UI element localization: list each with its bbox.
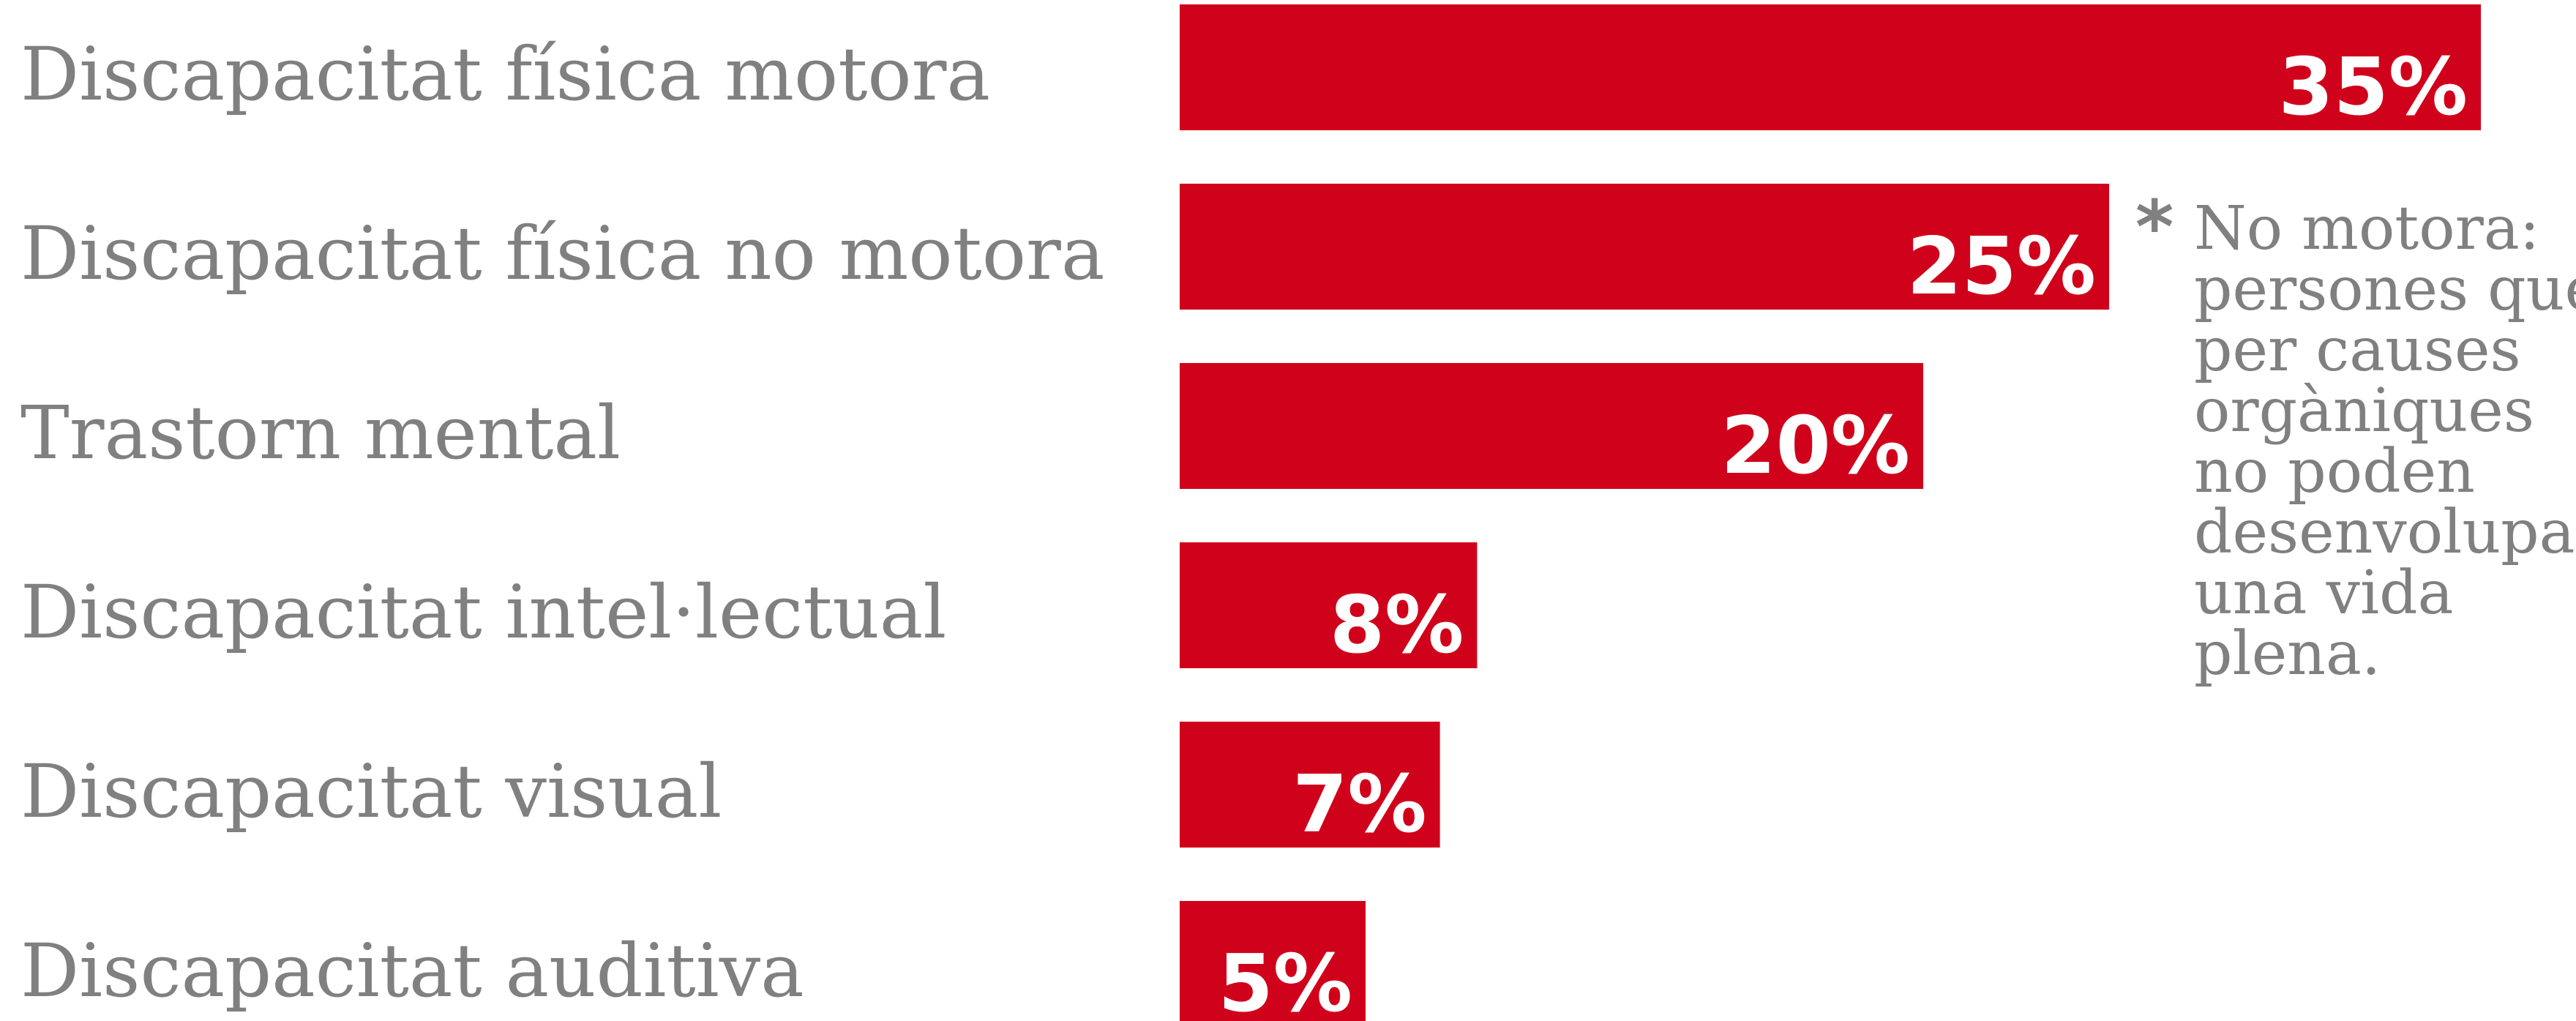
bar [1180,363,1923,489]
bar [1180,901,1366,1021]
category-labels: Discapacitat física motora Discapacitat f… [20,31,1104,1014]
category-label: Discapacitat física motora [20,31,990,117]
category-label: Discapacitat auditiva [20,928,804,1014]
value-label: 20% [1721,400,1910,492]
value-label: 35% [2278,42,2468,133]
footnote-line: no poden [2194,437,2475,506]
bar [1180,722,1440,848]
value-label: 25% [1906,221,2096,313]
category-label: Discapacitat física no motora [20,211,1104,296]
footnote-line: persones que [2194,255,2576,324]
footnote-line: per causes [2194,315,2521,385]
value-labels: 35% 25% 20% 8% 7% 5% [1218,42,2468,1021]
footnote: * No motora: persones que per causes orgàni… [2135,184,2576,689]
footnote-line: No motora: [2194,194,2539,263]
value-label: 5% [1218,938,1352,1021]
category-label: Discapacitat visual [20,749,722,834]
bar [1180,184,2109,310]
footnote-text: No motora: persones que per causes orgàniqu… [2194,194,2576,689]
value-label: 8% [1330,580,1464,671]
footnote-line: una vida [2194,558,2454,628]
category-label: Discapacitat intel·lectual [20,569,946,655]
footnote-line: plena. [2194,619,2381,689]
category-label: Trastorn mental [20,390,621,476]
bar [1180,4,2481,130]
value-label: 7% [1292,759,1426,850]
footnote-line: orgàniques [2194,376,2534,446]
bars [1180,4,2481,1021]
footnote-line: desenvolupar [2194,498,2576,567]
footnote-asterisk: * [2135,184,2174,270]
bar [1180,542,1478,668]
